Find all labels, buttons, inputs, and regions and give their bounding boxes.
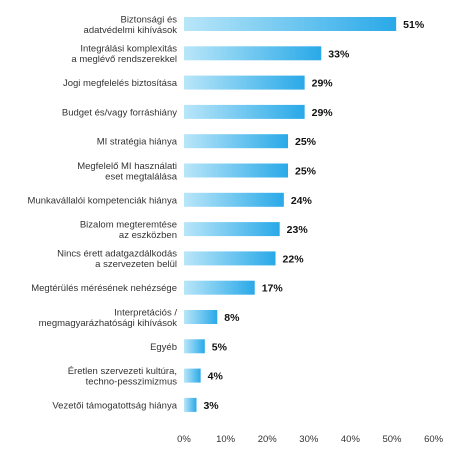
bar-value-label: 23% — [287, 224, 309, 236]
category-label-line: megmagyarázhatósági kihívások — [39, 318, 178, 329]
value-labels: 51% 33% 29% 29% 25% 25% 24% 23% 22% 17% 8% 5% 4% 3% — [203, 19, 424, 412]
category-label: MI stratégia hiánya — [97, 137, 178, 148]
bars-layer — [184, 17, 397, 412]
bar-value-label: 5% — [212, 341, 228, 353]
bar-value-label: 8% — [224, 312, 240, 324]
bar — [184, 75, 305, 90]
category-label-line: Integrálási komplexitás — [80, 44, 177, 55]
bar — [184, 104, 305, 119]
bar — [184, 17, 397, 31]
bar-value-label: 33% — [328, 48, 350, 60]
category-label: Egyéb — [150, 342, 177, 353]
category-label-line: Nincs érett adatgazdálkodás — [57, 249, 177, 260]
category-label-line: Éretlen szervezeti kultúra, — [68, 366, 177, 377]
bar — [184, 368, 201, 383]
category-label-line: Megfelelő MI használati — [77, 161, 177, 172]
category-label: Megtérülés mérésének nehézsége — [31, 283, 177, 294]
category-label: Interpretációs / megmagyarázhatósági kihí… — [39, 307, 178, 329]
category-label: Munkavállalói kompetenciák hiánya — [28, 195, 178, 206]
category-label-line: Egyéb — [150, 342, 177, 353]
category-label-line: Vezetői támogatottság hiánya — [52, 400, 177, 411]
category-label-line: a szervezeten belül — [95, 259, 177, 270]
bar-value-label: 24% — [291, 195, 313, 207]
x-tick-label: 30% — [299, 434, 319, 445]
category-label: Integrálási komplexitás a meglévő rendsze… — [71, 44, 177, 66]
bar — [184, 397, 197, 412]
category-label: Jogi megfelelés biztosítása — [63, 78, 178, 89]
bar — [184, 222, 280, 237]
bar — [184, 310, 218, 324]
bar-value-label: 51% — [403, 19, 425, 31]
bar-value-label: 17% — [262, 283, 284, 295]
category-label: Bizalom megteremtése az eszközben — [80, 219, 177, 241]
bar — [184, 163, 288, 178]
category-label-line: Munkavállalói kompetenciák hiánya — [28, 195, 178, 206]
bar-value-label: 3% — [203, 400, 219, 412]
category-label-line: az eszközben — [119, 230, 177, 241]
category-label-line: adatvédelmi kihívások — [84, 25, 178, 36]
category-label-line: Jogi megfelelés biztosítása — [63, 78, 178, 89]
bar-value-label: 29% — [312, 78, 334, 90]
x-tick-label: 10% — [216, 434, 236, 445]
category-label: Vezetői támogatottság hiánya — [52, 400, 177, 411]
bar-value-label: 29% — [312, 107, 334, 119]
bar-value-label: 25% — [295, 166, 317, 178]
category-label-line: a meglévő rendszerekkel — [71, 54, 177, 65]
bar — [184, 192, 284, 207]
category-label-line: Budget és/vagy forráshiány — [62, 107, 177, 118]
bar — [184, 134, 288, 149]
x-tick-label: 60% — [424, 434, 444, 445]
category-label-line: techno-pesszimizmus — [86, 376, 178, 387]
category-label-line: Megtérülés mérésének nehézsége — [31, 283, 177, 294]
bar — [184, 280, 255, 295]
bar — [184, 46, 322, 61]
bar-value-label: 22% — [283, 253, 305, 265]
category-label: Éretlen szervezeti kultúra, techno-pesszi… — [68, 366, 178, 388]
x-tick-label: 20% — [258, 434, 278, 445]
bar — [184, 339, 205, 354]
category-label: Budget és/vagy forráshiány — [62, 107, 177, 118]
category-label-line: Biztonsági és — [120, 14, 177, 25]
category-label-line: Bizalom megteremtése — [80, 219, 177, 230]
category-label-line: eset megtalálása — [105, 171, 178, 182]
x-axis-ticks: 0% 10% 20% 30% 40% 50% 60% — [177, 434, 444, 445]
category-label: Biztonsági és adatvédelmi kihívások — [84, 14, 178, 36]
bar-value-label: 4% — [208, 371, 224, 383]
category-labels: Biztonsági és adatvédelmi kihívások Integr… — [28, 14, 178, 411]
category-label: Megfelelő MI használati eset megtalálása — [77, 161, 178, 183]
x-tick-label: 0% — [177, 434, 191, 445]
category-label: Nincs érett adatgazdálkodás a szervezeten… — [57, 249, 177, 271]
category-label-line: Interpretációs / — [114, 307, 177, 318]
bar — [184, 251, 276, 266]
category-label-line: MI stratégia hiánya — [97, 137, 178, 148]
bar-value-label: 25% — [295, 136, 317, 148]
x-tick-label: 50% — [382, 434, 402, 445]
x-tick-label: 40% — [341, 434, 361, 445]
